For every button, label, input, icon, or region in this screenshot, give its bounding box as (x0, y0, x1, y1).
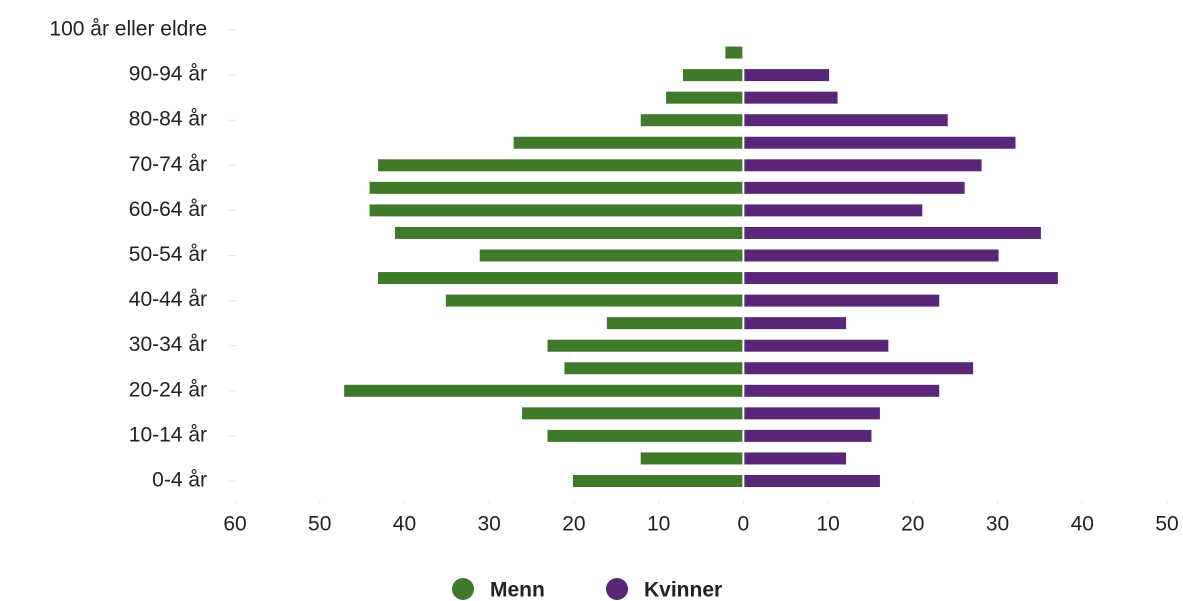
bar (744, 69, 830, 82)
bar (744, 136, 1016, 149)
legend-marker (606, 578, 628, 600)
x-tick-label: 30 (986, 513, 1009, 536)
bar (369, 181, 743, 194)
bar (369, 204, 743, 217)
x-tick-label: 10 (647, 513, 670, 536)
y-tick-label: 40-44 år (129, 288, 207, 311)
x-tick-label: 50 (1155, 513, 1178, 536)
bar (572, 475, 743, 487)
x-tick-label: 40 (393, 513, 416, 536)
y-tick-label: 20-24 år (129, 378, 207, 401)
bar (744, 339, 889, 352)
bar (744, 114, 948, 127)
y-tick-label: 60-64 år (129, 198, 207, 221)
legend: Menn Kvinner (452, 578, 722, 601)
bar (725, 46, 743, 59)
bar (479, 249, 743, 262)
bar (744, 159, 982, 172)
y-tick-label: 30-34 år (129, 333, 207, 356)
bar (640, 114, 743, 127)
legend-marker (452, 578, 474, 600)
bar (744, 407, 880, 420)
bar (744, 384, 940, 397)
bar (606, 317, 743, 330)
bar (445, 294, 743, 307)
bar (744, 362, 974, 375)
bar (394, 226, 743, 239)
bar (744, 249, 999, 262)
bar (547, 429, 743, 442)
x-tick-label: 0 (738, 513, 750, 536)
bar (666, 91, 743, 104)
y-tick-label: 100 år eller eldre (49, 18, 207, 41)
bar (744, 272, 1058, 285)
bar (513, 136, 743, 149)
bar (640, 452, 743, 465)
bar (344, 384, 743, 397)
y-tick-label: 50-54 år (129, 243, 207, 266)
y-tick-label: 70-74 år (129, 153, 207, 176)
bar (683, 69, 743, 82)
bar (744, 452, 847, 465)
x-tick-label: 20 (901, 513, 924, 536)
bar (744, 181, 965, 194)
bar (744, 91, 838, 104)
bar (378, 272, 743, 285)
legend-label: Menn (490, 579, 545, 601)
legend-label: Kvinner (644, 579, 722, 601)
bar (744, 317, 847, 330)
x-tick-label: 20 (562, 513, 585, 536)
bar (522, 407, 743, 420)
x-tick-label: 30 (478, 513, 501, 536)
y-tick-label: 10-14 år (129, 423, 207, 446)
bar (378, 159, 743, 172)
y-tick-label: 0-4 år (152, 469, 207, 492)
x-tick-label: 50 (308, 513, 331, 536)
x-tick-label: 40 (1071, 513, 1094, 536)
bar (744, 226, 1041, 239)
bar (744, 429, 872, 442)
x-tick-label: 10 (816, 513, 839, 536)
y-tick-label: 80-84 år (129, 108, 207, 131)
bar (547, 339, 743, 352)
bar (564, 362, 743, 375)
bar (744, 204, 923, 217)
bar (744, 475, 880, 487)
x-tick-label: 60 (223, 513, 246, 536)
y-tick-label: 90-94 år (129, 63, 207, 86)
bar (744, 294, 940, 307)
